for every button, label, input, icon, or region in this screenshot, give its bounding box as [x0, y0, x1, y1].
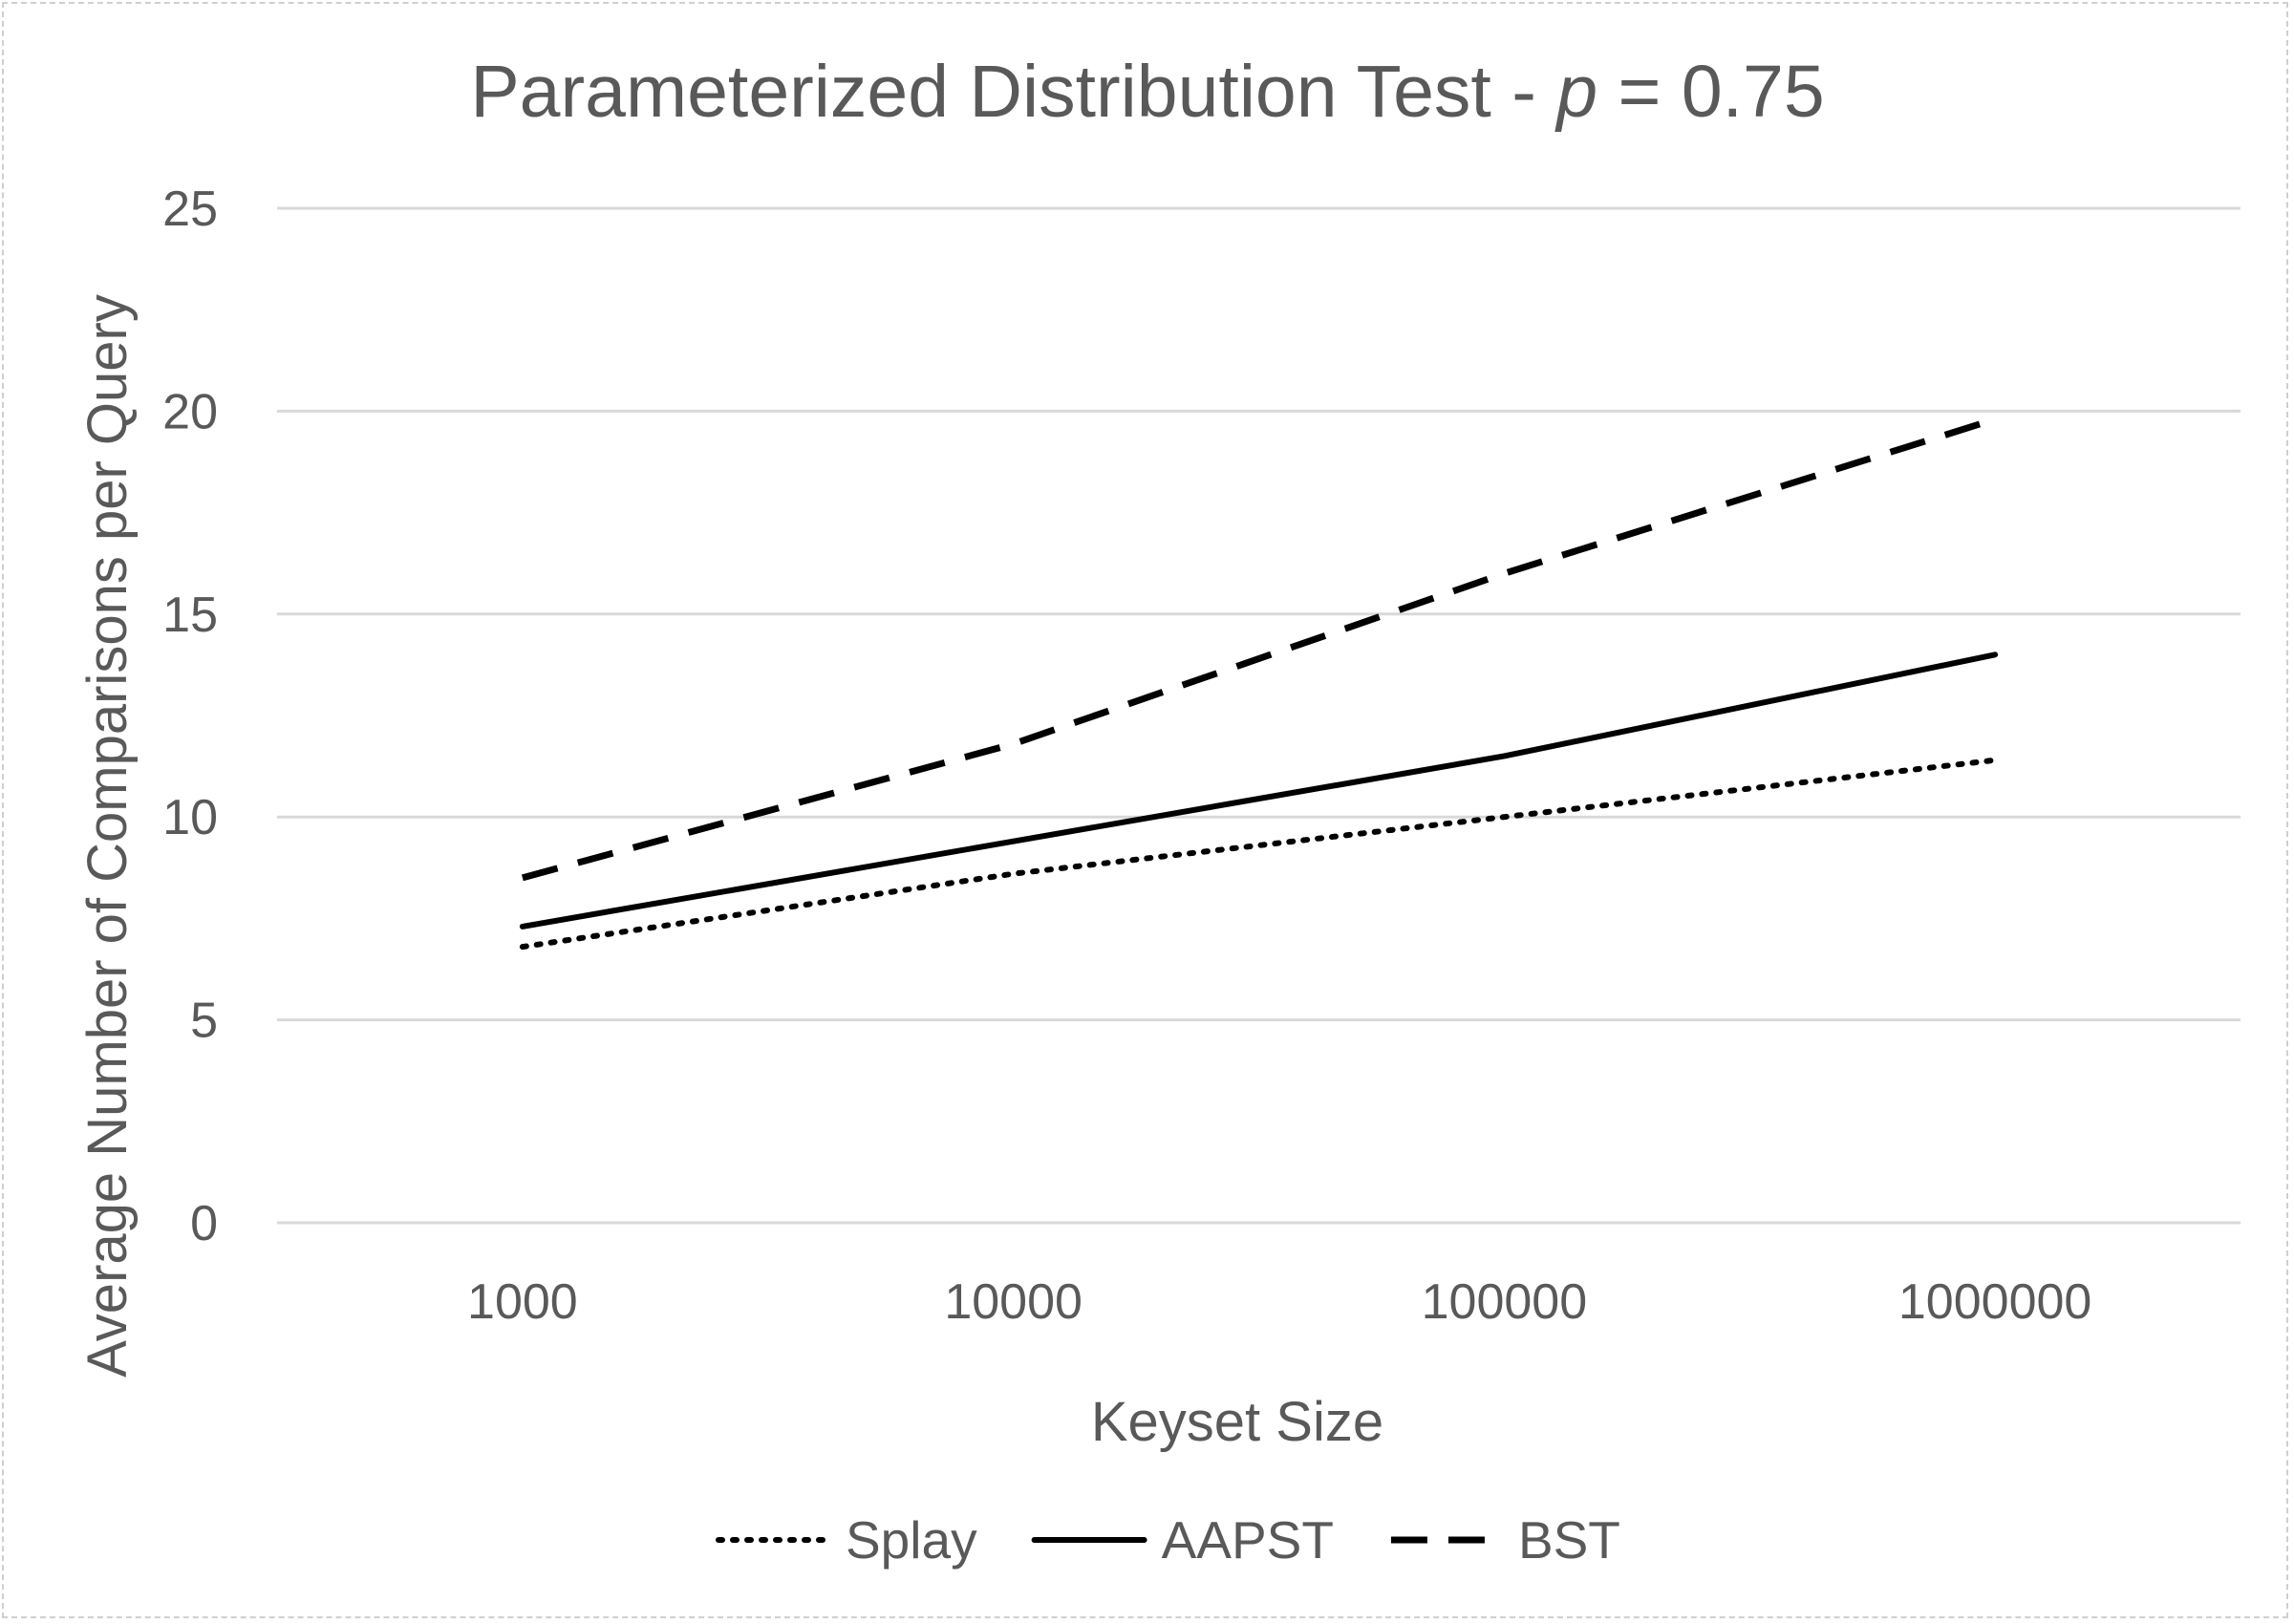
- title-variable: p: [1554, 51, 1597, 133]
- legend-label-splay: Splay: [846, 1510, 977, 1570]
- chart-title: Parameterized Distribution Test - p = 0.…: [470, 51, 1824, 133]
- series-lines: [519, 416, 1999, 951]
- legend: Splay AAPST BST: [716, 1510, 1620, 1570]
- title-prefix: Parameterized Distribution Test -: [470, 51, 1556, 133]
- series-line-aapst: [519, 652, 1999, 930]
- y-axis-label: Average Number of Comparisons per Query: [76, 294, 139, 1378]
- y-tick-label: 25: [162, 182, 218, 237]
- gridlines: [277, 206, 2240, 1225]
- x-tick-label: 1000000: [1898, 1274, 2091, 1330]
- x-tick-label: 10000: [944, 1274, 1083, 1330]
- y-tick-label: 15: [162, 588, 218, 643]
- x-tick-label: 1000: [467, 1274, 578, 1330]
- series-line-splay: [519, 757, 1999, 951]
- y-tick-label: 0: [190, 1196, 218, 1251]
- legend-label-aapst: AAPST: [1162, 1510, 1334, 1570]
- x-tick-label: 100000: [1422, 1274, 1588, 1330]
- x-tick-labels: 1000 10000 100000 1000000: [467, 1274, 2091, 1330]
- series-line-bst: [521, 416, 1997, 882]
- y-tick-label: 5: [190, 994, 218, 1049]
- title-suffix: = 0.75: [1597, 51, 1825, 133]
- legend-label-bst: BST: [1518, 1510, 1620, 1570]
- y-tick-labels: 0 5 10 15 20 25: [162, 182, 218, 1251]
- x-axis-label: Keyset Size: [1091, 1391, 1383, 1453]
- y-tick-label: 10: [162, 790, 218, 845]
- y-tick-label: 20: [162, 384, 218, 439]
